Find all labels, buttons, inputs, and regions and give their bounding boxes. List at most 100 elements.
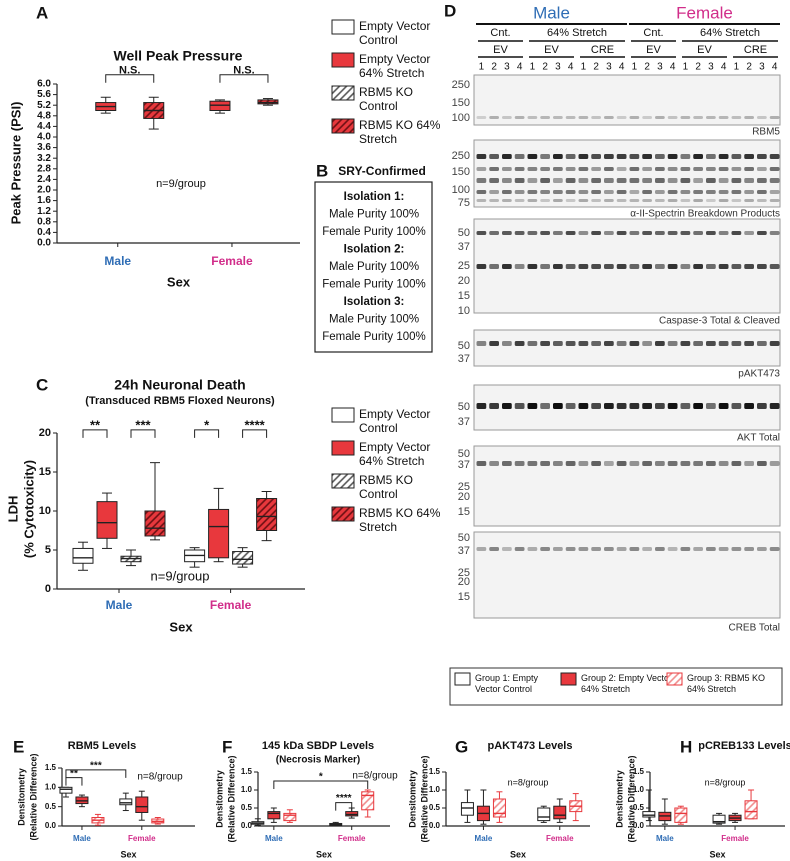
- blot-band: [514, 167, 525, 171]
- blot-band: [476, 116, 487, 119]
- blot-band: [667, 264, 678, 269]
- marker-label: 25: [458, 481, 470, 493]
- panel-letter: G: [455, 737, 468, 756]
- y-axis-label: Densitometry: [214, 770, 224, 828]
- significance-bracket: [130, 429, 156, 438]
- blot-band: [629, 461, 640, 466]
- legend-swatch: [560, 672, 577, 686]
- blot-band: [667, 403, 678, 409]
- x-tick-label: Female: [210, 598, 252, 612]
- box: [267, 811, 281, 820]
- blot-band: [578, 341, 589, 346]
- panel-letter: F: [222, 737, 232, 756]
- blot-band: [476, 461, 487, 466]
- significance-label: ****: [336, 793, 352, 804]
- blot-band: [514, 341, 525, 346]
- blot-band: [591, 547, 601, 551]
- blot-band: [540, 116, 550, 119]
- y-tick-label: 3.2: [37, 153, 51, 164]
- significance-bracket: [194, 429, 220, 438]
- blot-band: [757, 178, 767, 183]
- box: [72, 547, 94, 564]
- y-tick-label: 5.2: [37, 100, 51, 111]
- blot-band: [667, 231, 678, 235]
- blot-band: [553, 167, 563, 171]
- marker-label: 50: [458, 532, 470, 544]
- annotation: n=8/group: [705, 777, 746, 787]
- y-tick-label: 0.0: [241, 821, 253, 830]
- blot-band: [553, 154, 563, 159]
- blot-band: [604, 116, 614, 119]
- blot-band: [642, 264, 652, 269]
- x-axis-label: Sex: [120, 849, 136, 859]
- blot-band: [578, 231, 589, 235]
- box: [492, 798, 506, 818]
- blot-band: [693, 341, 703, 346]
- blot-band: [757, 199, 767, 202]
- y-tick-label: 0.0: [429, 821, 441, 830]
- blot-band: [655, 154, 665, 159]
- blot-band: [502, 116, 512, 119]
- x-tick-label: Female: [338, 834, 366, 843]
- blot-band: [744, 199, 754, 202]
- blot-band: [489, 178, 499, 183]
- lane-label: 1: [683, 62, 689, 73]
- y-tick-label: 0.5: [45, 802, 57, 811]
- y-tick-label: 0.4: [37, 227, 51, 238]
- blot-band: [731, 116, 742, 119]
- blot-band: [489, 190, 499, 194]
- blot-band: [667, 154, 678, 159]
- blot-band: [578, 154, 589, 159]
- box: [744, 800, 758, 820]
- lane-label: 2: [746, 62, 752, 73]
- blot-band: [476, 167, 487, 171]
- blot-band: [680, 199, 691, 202]
- blot-band: [578, 178, 589, 183]
- blot-band: [642, 461, 652, 466]
- blot-band: [540, 178, 550, 183]
- blot-band: [731, 190, 742, 194]
- blot-band: [680, 403, 691, 409]
- x-axis-label: Sex: [709, 849, 725, 859]
- lane-label: 2: [644, 62, 650, 73]
- blot-band: [757, 461, 767, 466]
- condition-label: 64% Stretch: [700, 27, 760, 39]
- sex-label: Male: [533, 3, 570, 22]
- blot-band: [731, 547, 742, 551]
- blot-band: [604, 341, 614, 346]
- blot-band: [476, 231, 487, 235]
- marker-label: 15: [458, 591, 470, 603]
- group-label: EV: [544, 44, 559, 56]
- significance-label: **: [90, 417, 101, 432]
- blot-band: [667, 199, 678, 202]
- marker-label: 150: [452, 166, 470, 178]
- blot-band: [629, 231, 640, 235]
- blot-band: [769, 231, 780, 235]
- blot-band: [769, 264, 780, 269]
- blot-band: [706, 199, 716, 202]
- blot-band: [591, 264, 601, 269]
- blot-band: [616, 178, 627, 183]
- blot-band: [769, 341, 780, 346]
- lane-label: 3: [504, 62, 510, 73]
- marker-label: 50: [458, 340, 470, 352]
- y-tick-label: 4.0: [37, 132, 51, 143]
- blot-band: [527, 231, 538, 235]
- blot-band: [514, 199, 525, 202]
- blot-band: [616, 547, 627, 551]
- blot-band: [616, 167, 627, 171]
- lane-label: 1: [632, 62, 638, 73]
- blot-band: [693, 178, 703, 183]
- blot-band: [680, 190, 691, 194]
- blot-band: [731, 403, 742, 409]
- box: [537, 807, 551, 822]
- lane-label: 4: [619, 62, 625, 73]
- blot-band: [718, 461, 729, 466]
- annotation: n=8/group: [352, 771, 398, 782]
- blot-band: [718, 154, 729, 159]
- blot-band: [706, 116, 716, 119]
- blot-band: [744, 461, 754, 466]
- y-tick-label: 0.0: [37, 238, 51, 249]
- blot-membrane: [473, 218, 781, 314]
